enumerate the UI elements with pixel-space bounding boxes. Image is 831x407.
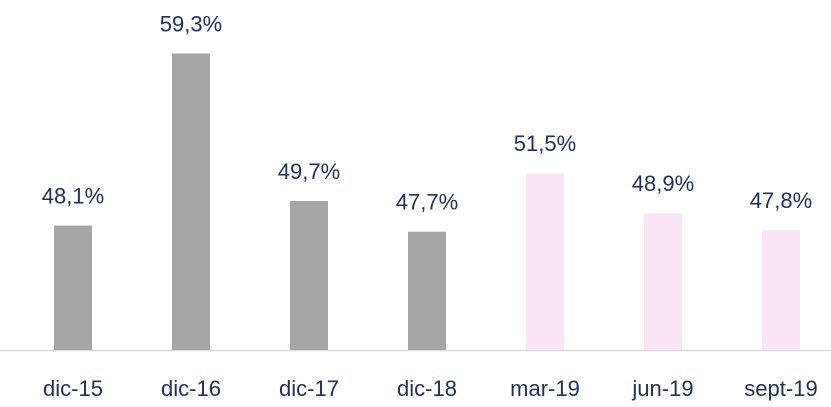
value-label: 48,9%	[632, 171, 694, 196]
bar	[172, 53, 210, 351]
x-tick-label: sept-19	[744, 376, 817, 401]
bar	[290, 200, 328, 350]
value-label: 49,7%	[278, 159, 340, 184]
bar	[644, 213, 682, 350]
x-tick-label: dic-18	[397, 376, 457, 401]
x-tick-label: dic-15	[43, 376, 103, 401]
value-label: 47,8%	[750, 188, 812, 213]
bar	[408, 231, 446, 350]
value-label: 59,3%	[160, 11, 222, 36]
x-tick-label: dic-16	[161, 376, 221, 401]
x-tick-label: jun-19	[631, 376, 693, 401]
value-label: 48,1%	[42, 183, 104, 208]
x-tick-label: mar-19	[510, 376, 580, 401]
value-label: 47,7%	[396, 190, 458, 215]
bar	[762, 230, 800, 350]
bar	[526, 173, 564, 350]
x-tick-label: dic-17	[279, 376, 339, 401]
bar	[54, 225, 92, 350]
value-label: 51,5%	[514, 131, 576, 156]
